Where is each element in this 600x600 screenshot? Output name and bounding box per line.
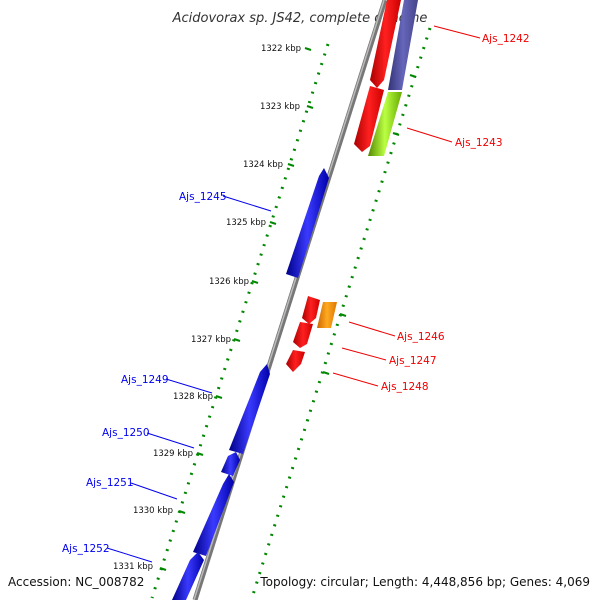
feature-track (250, 27, 432, 599)
kbp-label: 1329 kbp (153, 449, 193, 459)
tick-1322 (304, 47, 312, 51)
kbp-tick-marks (159, 47, 314, 571)
tick-1328 (215, 395, 223, 399)
label-ajs-1245[interactable]: Ajs_1245 (179, 191, 227, 203)
label-ajs-1249[interactable]: Ajs_1249 (121, 374, 169, 386)
tick-1331 (159, 567, 167, 571)
label-ajs-1252[interactable]: Ajs_1252 (62, 543, 110, 555)
minus-strand-genes (286, 0, 418, 372)
tick-1325 (269, 221, 277, 225)
gene-purple-feature[interactable] (388, 0, 418, 90)
tick-1324 (287, 163, 295, 167)
gene-ajs-1243[interactable] (354, 86, 384, 152)
map-title: Acidovorax sp. JS42, complete genome (172, 11, 428, 26)
gene-ajs-1246[interactable] (302, 296, 320, 324)
label-ajs-1243[interactable]: Ajs_1243 (455, 137, 503, 149)
plus-strand-labels: Ajs_1245 Ajs_1249 Ajs_1250 Ajs_1251 Ajs_… (62, 191, 272, 563)
kbp-label: 1330 kbp (133, 506, 173, 516)
kbp-label: 1322 kbp (261, 44, 301, 54)
kbp-label: 1323 kbp (260, 102, 300, 112)
minus-strand-labels: Ajs_1242 Ajs_1243 Ajs_1246 Ajs_1247 Ajs_… (332, 25, 530, 393)
kbp-label: 1328 kbp (173, 392, 213, 402)
tick-1323 (306, 105, 314, 109)
label-ajs-1251[interactable]: Ajs_1251 (86, 477, 134, 489)
label-ajs-1242[interactable]: Ajs_1242 (482, 33, 530, 45)
gene-ajs-1242[interactable] (370, 0, 401, 88)
kbp-labels: 1322 kbp 1323 kbp 1324 kbp 1325 kbp 1326… (113, 44, 301, 572)
gene-orange-feature[interactable] (317, 302, 337, 328)
kbp-label: 1326 kbp (209, 277, 249, 287)
kbp-label: 1324 kbp (243, 160, 283, 170)
label-ajs-1247[interactable]: Ajs_1247 (389, 355, 437, 367)
gene-ajs-1249[interactable] (229, 364, 270, 454)
ruler-track (150, 43, 330, 599)
kbp-label: 1327 kbp (191, 335, 231, 345)
tick-1327 (233, 338, 241, 342)
kbp-label: 1331 kbp (113, 562, 153, 572)
gene-ajs-1250[interactable] (221, 452, 240, 476)
gene-ajs-1251[interactable] (193, 474, 234, 556)
gene-ajs-1247[interactable] (293, 322, 313, 348)
genome-backbone (192, 0, 388, 600)
tick-1330 (178, 510, 186, 514)
tick-1326 (251, 280, 259, 284)
gene-ajs-1245[interactable] (286, 168, 329, 278)
label-ajs-1246[interactable]: Ajs_1246 (397, 331, 445, 343)
feature-track-dashes (322, 74, 417, 375)
tick-1329 (196, 452, 204, 456)
accession-text: Accession: NC_008782 (8, 575, 144, 589)
gene-ajs-1252[interactable] (172, 552, 204, 600)
kbp-label: 1325 kbp (226, 218, 266, 228)
label-ajs-1250[interactable]: Ajs_1250 (102, 427, 150, 439)
plus-strand-genes (172, 168, 329, 600)
genome-summary-text: Topology: circular; Length: 4,448,856 bp… (259, 575, 590, 589)
gene-ajs-1248[interactable] (286, 350, 305, 372)
gene-green-feature[interactable] (368, 92, 402, 156)
label-ajs-1248[interactable]: Ajs_1248 (381, 381, 429, 393)
